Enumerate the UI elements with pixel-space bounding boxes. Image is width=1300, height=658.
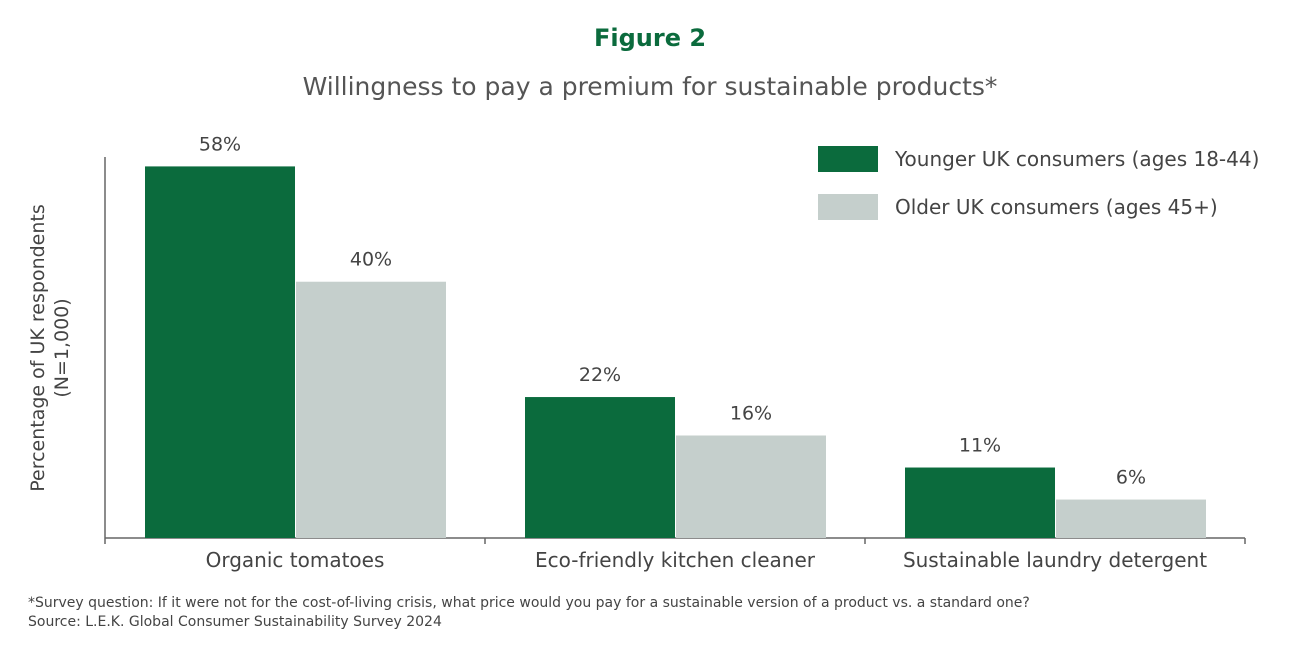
bar (676, 435, 826, 538)
legend-swatch (818, 146, 878, 172)
bar (525, 397, 675, 538)
data-label: 6% (1116, 467, 1146, 489)
data-label: 11% (959, 435, 1001, 457)
y-axis-label: Percentage of UK respondents (N=1,000) (27, 204, 73, 492)
x-tick-label: Organic tomatoes (206, 548, 385, 572)
legend-swatch (818, 194, 878, 220)
bar (145, 166, 295, 538)
bar-chart: 58% 40% Organic tomatoes 22% 16% Eco-friendly… (27, 133, 1259, 572)
data-label: 22% (579, 364, 621, 386)
footnote: *Survey question: If it were not for the… (28, 595, 1030, 611)
data-label: 58% (199, 133, 241, 155)
source: Source: L.E.K. Global Consumer Sustainab… (28, 614, 442, 630)
figure-label: Figure 2 (593, 24, 707, 52)
notes: *Survey question: If it were not for the… (28, 594, 1030, 632)
x-tick-label: Sustainable laundry detergent (903, 548, 1207, 572)
y-axis-label-line: Percentage of UK respondents (27, 204, 49, 492)
bar (296, 281, 446, 538)
bar (905, 467, 1055, 538)
legend-label: Older UK consumers (ages 45+) (895, 195, 1218, 219)
y-axis-label-line: (N=1,000) (51, 298, 73, 397)
chart-title: Willingness to pay a premium for sustain… (302, 72, 998, 101)
data-label: 16% (730, 402, 772, 424)
legend-label: Younger UK consumers (ages 18-44) (894, 147, 1259, 171)
x-tick-label: Eco-friendly kitchen cleaner (535, 548, 816, 572)
bar (1056, 499, 1206, 538)
data-label: 40% (350, 249, 392, 271)
